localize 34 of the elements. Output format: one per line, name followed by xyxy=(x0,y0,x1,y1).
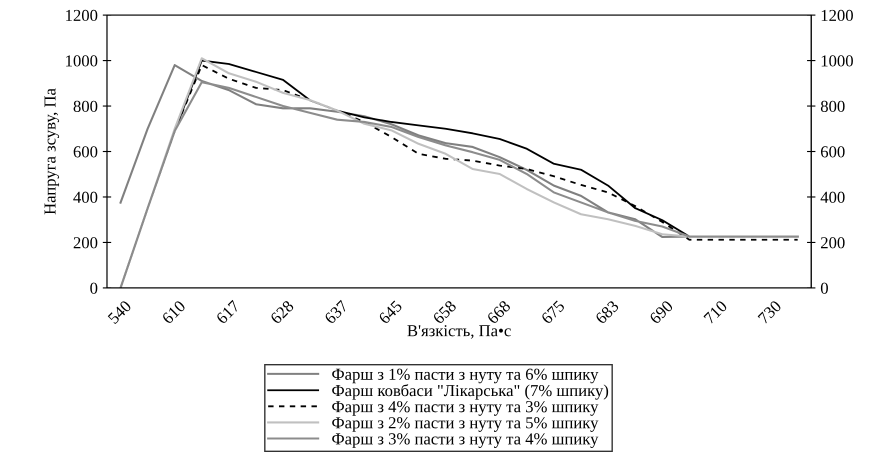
x-tick-label: 617 xyxy=(216,300,240,324)
x-tick-label: 610 xyxy=(161,300,186,324)
y-tick-label: 200 xyxy=(74,237,98,248)
x-tick-label: 683 xyxy=(594,300,620,324)
x-tick-label: 540 xyxy=(107,300,132,324)
x-tick-label: 628 xyxy=(270,300,294,324)
x-tick-label: 645 xyxy=(378,300,403,324)
y2-tick-label: 1200 xyxy=(822,10,853,22)
y-tick-label: 0 xyxy=(90,282,98,294)
y2-tick-label: 600 xyxy=(820,146,845,158)
y2-tick-label: 200 xyxy=(820,237,845,248)
x-tick-label: 690 xyxy=(648,300,674,324)
x-tick-label: 675 xyxy=(540,300,566,324)
legend-label: Фарш ковбаси "Лікарська" (7% шпику) xyxy=(332,384,608,400)
legend-label: Фарш з 1% пасти з нуту та 6% шпику xyxy=(332,368,598,384)
legend-label: Фарш з 2% пасти з нуту та 5% шпику xyxy=(332,417,598,432)
x-tick-label: 658 xyxy=(432,300,457,324)
y2-tick-label: 800 xyxy=(820,100,845,112)
y-tick-label: 800 xyxy=(74,100,98,112)
y-tick-label: 1000 xyxy=(66,55,98,67)
x-tick-label: 730 xyxy=(758,300,782,324)
x-axis-title: В'язкість, Па•с xyxy=(407,325,511,339)
y2-tick-label: 400 xyxy=(820,192,845,203)
x-tick-label: 637 xyxy=(324,300,349,324)
y-tick-label: 1200 xyxy=(66,10,98,22)
y-tick-label: 600 xyxy=(74,146,98,158)
y-tick-label: 400 xyxy=(73,192,98,203)
y2-tick-label: 0 xyxy=(820,282,828,294)
legend-label: Фарш з 4% пасти з нуту та 3% шпику xyxy=(332,401,598,416)
x-tick-label: 710 xyxy=(703,300,728,324)
legend-label: Фарш з 3% пасти з нуту та 4% шпику xyxy=(332,433,598,448)
x-tick-label: 668 xyxy=(486,300,512,324)
y-axis-title: Напруга зсуву, Па xyxy=(44,88,60,214)
y2-tick-label: 1000 xyxy=(822,55,853,67)
